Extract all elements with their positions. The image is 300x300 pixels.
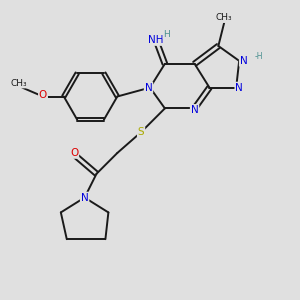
Text: N: N [81, 193, 88, 202]
Text: N: N [240, 56, 248, 66]
Text: N: N [145, 82, 152, 93]
Text: CH₃: CH₃ [11, 79, 28, 88]
Text: -H: -H [254, 52, 263, 61]
Text: NH: NH [148, 35, 164, 45]
Text: H: H [163, 30, 170, 39]
Text: O: O [39, 90, 47, 100]
Text: CH₃: CH₃ [216, 13, 232, 22]
Text: O: O [70, 148, 78, 158]
Text: N: N [235, 82, 243, 93]
Text: N: N [191, 105, 199, 115]
Text: S: S [138, 127, 144, 137]
